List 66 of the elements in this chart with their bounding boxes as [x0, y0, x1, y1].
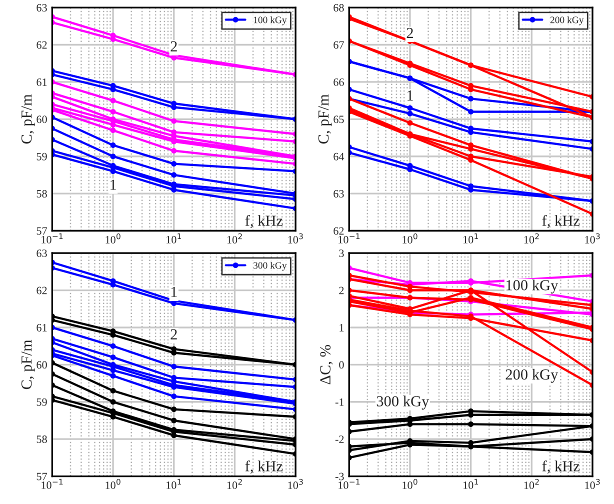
y-tick-label: 60	[36, 116, 47, 124]
annotation: 200 kGy	[506, 368, 558, 383]
annotation: 300 kGy	[376, 396, 430, 410]
x-tick-label: 10$^{1}$	[464, 478, 478, 489]
y-tick-label: 61	[36, 78, 47, 86]
x-axis-title: f, kHz	[542, 214, 580, 228]
y-tick-label: 64	[334, 152, 344, 160]
y-tick-label: 59	[36, 398, 47, 406]
y-axis-title: C, pF/m	[21, 94, 35, 144]
x-axis-title: f, kHz	[245, 214, 283, 228]
x-tick-label: 10$^{−1}$	[42, 478, 63, 489]
annotation: 100 kGy	[506, 280, 558, 294]
x-tick-label: 10$^{2}$	[524, 233, 539, 244]
y-tick-label: -1	[335, 398, 344, 406]
x-tick-label: 10$^{1}$	[166, 233, 182, 244]
legend-label: 300 kGy	[254, 262, 287, 271]
x-axis-title: f, kHz	[245, 460, 283, 474]
y-tick-label: 2	[339, 286, 344, 294]
x-tick-label: 10$^{2}$	[227, 233, 242, 244]
y-tick-label: 0	[339, 361, 344, 369]
y-tick-label: 63	[36, 250, 47, 258]
y-tick-label: 66	[334, 78, 344, 86]
legend-label: 100 kGy	[254, 16, 287, 26]
x-tick-label: 10$^{0}$	[106, 233, 120, 244]
annotation: 2	[170, 41, 177, 52]
x-tick-label: 10$^{1}$	[166, 478, 182, 489]
y-tick-label: 57	[36, 472, 48, 480]
y-tick-label: 68	[334, 4, 344, 12]
legend-label: 200 kGy	[550, 16, 584, 26]
x-tick-label: 10$^{0}$	[402, 478, 418, 490]
x-axis-title: f, kHz	[542, 460, 580, 474]
x-tick-label: 10$^{0}$	[402, 233, 418, 244]
y-tick-label: 3	[339, 250, 344, 258]
y-tick-label: 60	[36, 361, 47, 369]
y-tick-label: 65	[334, 116, 344, 124]
y-tick-label: 57	[36, 227, 48, 235]
y-tick-label: 67	[334, 41, 344, 49]
annotation: 2	[170, 329, 177, 340]
annotation: 1	[407, 90, 413, 101]
x-tick-label: 10$^{3}$	[585, 233, 600, 244]
y-tick-label: 1	[340, 324, 344, 332]
x-tick-label: 10$^{3}$	[288, 478, 303, 490]
x-tick-label: 10$^{3}$	[585, 478, 600, 490]
y-tick-label: -3	[335, 472, 344, 480]
y-tick-label: 59	[36, 152, 47, 160]
y-tick-label: 63	[334, 190, 344, 198]
y-tick-label: 58	[36, 190, 47, 198]
y-axis-title: C, pF/m	[318, 94, 332, 144]
x-tick-label: 10$^{2}$	[524, 478, 539, 490]
y-tick-label: 63	[36, 4, 47, 12]
y-axis-title: C, pF/m	[21, 340, 35, 390]
annotation: 1	[110, 180, 116, 190]
x-tick-label: 10$^{−1}$	[42, 233, 63, 244]
x-tick-label: 10$^{3}$	[288, 233, 303, 244]
y-tick-label: 62	[36, 286, 47, 294]
y-tick-label: 62	[334, 227, 344, 235]
y-tick-label: 61	[36, 324, 47, 332]
y-tick-label: -2	[335, 436, 344, 443]
annotation: 2	[406, 28, 413, 38]
x-tick-label: 10$^{0}$	[106, 478, 120, 490]
y-axis-title: ΔC, %	[320, 345, 333, 384]
annotation: 1	[171, 286, 177, 297]
y-tick-label: 58	[36, 436, 47, 444]
x-tick-label: 10$^{2}$	[227, 478, 242, 490]
y-tick-label: 62	[36, 41, 47, 49]
x-tick-label: 10$^{1}$	[464, 233, 478, 244]
